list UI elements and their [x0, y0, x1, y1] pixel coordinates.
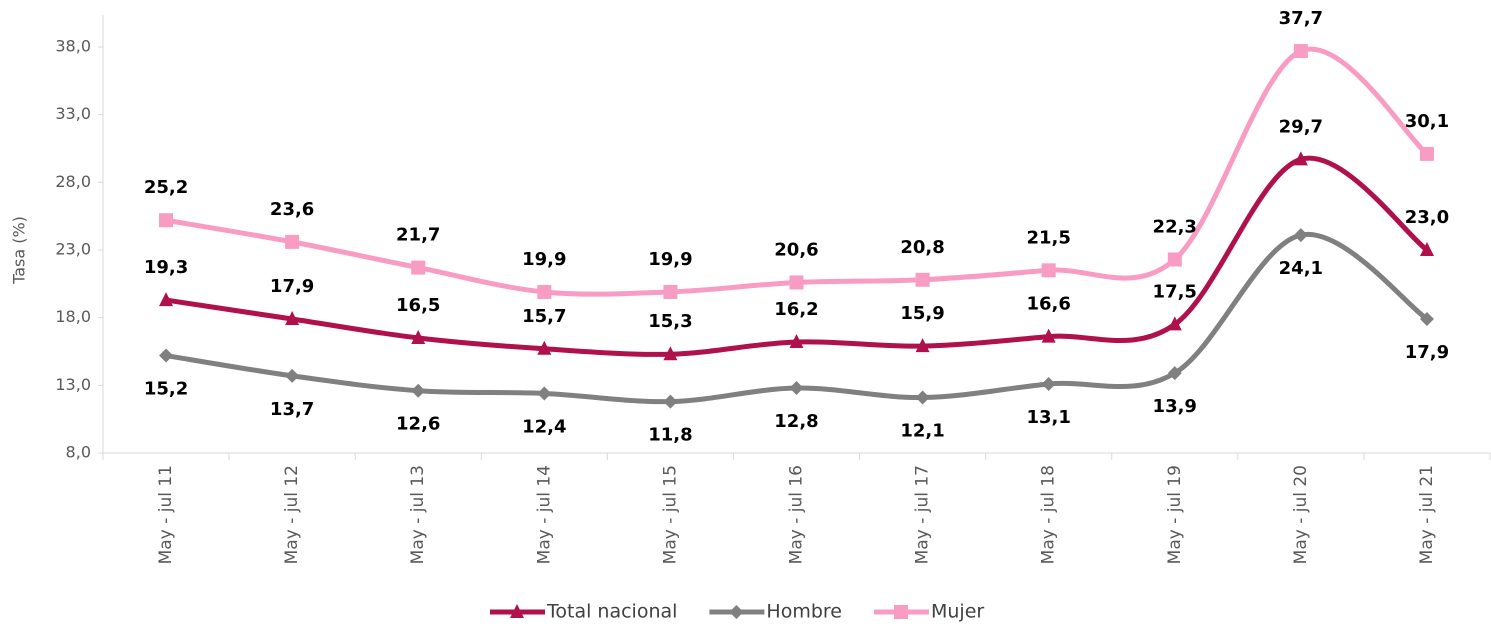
marker	[537, 340, 552, 355]
data-label: 12,4	[522, 416, 566, 437]
marker	[894, 605, 908, 619]
legend-label: Hombre	[766, 601, 842, 623]
y-tick-label: 23,0	[55, 240, 91, 259]
y-tick-label: 38,0	[55, 37, 91, 56]
marker	[510, 604, 524, 618]
x-tick-label: May - jul 12	[282, 465, 302, 564]
marker	[663, 394, 678, 409]
y-tick-label: 13,0	[55, 375, 91, 394]
marker	[915, 338, 930, 353]
data-label: 23,0	[1405, 207, 1449, 228]
data-label: 24,1	[1279, 258, 1323, 279]
data-label: 15,7	[522, 306, 566, 327]
marker	[159, 213, 174, 228]
marker	[285, 311, 300, 326]
data-label: 15,3	[648, 311, 692, 332]
marker	[663, 284, 678, 299]
data-label: 12,8	[774, 411, 818, 432]
marker	[1041, 376, 1056, 391]
marker	[159, 348, 174, 363]
data-label: 13,7	[270, 399, 314, 420]
marker	[1293, 44, 1308, 59]
x-tick-label: May - jul 11	[156, 465, 176, 564]
marker	[1293, 228, 1308, 243]
marker	[1167, 316, 1182, 331]
x-tick-label: May - jul 17	[913, 465, 933, 564]
data-label: 23,6	[270, 199, 314, 220]
marker	[411, 329, 426, 344]
data-label: 13,9	[1153, 396, 1197, 417]
data-label: 37,7	[1279, 8, 1323, 29]
data-label: 21,5	[1026, 227, 1070, 248]
marker	[1041, 263, 1056, 278]
y-axis-title: Tasa (%)	[10, 216, 29, 285]
data-label: 11,8	[648, 425, 692, 446]
data-label: 19,9	[648, 249, 692, 270]
legend-label: Mujer	[931, 601, 984, 623]
data-label: 25,2	[144, 177, 188, 198]
marker	[1167, 366, 1182, 381]
marker	[789, 381, 804, 396]
marker	[537, 386, 552, 401]
data-label: 20,8	[900, 237, 944, 258]
marker	[285, 368, 300, 383]
y-tick-label: 28,0	[55, 172, 91, 191]
marker	[1293, 151, 1308, 166]
marker	[159, 292, 174, 307]
legend-label: Total nacional	[546, 601, 677, 623]
marker	[1167, 252, 1182, 267]
marker	[1419, 312, 1434, 327]
data-label: 12,1	[900, 421, 944, 442]
y-tick-label: 8,0	[66, 443, 91, 462]
data-label: 30,1	[1405, 111, 1449, 132]
x-tick-label: May - jul 20	[1291, 465, 1311, 564]
marker	[729, 605, 744, 619]
data-label: 19,9	[522, 249, 566, 270]
marker	[915, 390, 930, 405]
marker	[789, 334, 804, 349]
series-line	[165, 155, 1429, 357]
x-tick-label: May - jul 14	[534, 465, 554, 564]
series-line	[165, 231, 1429, 405]
x-tick-label: May - jul 18	[1039, 465, 1059, 564]
data-label: 17,9	[270, 276, 314, 297]
marker	[1041, 328, 1056, 343]
marker	[789, 275, 804, 290]
x-tick-label: May - jul 21	[1417, 465, 1437, 564]
data-label: 16,2	[774, 299, 818, 320]
series-line	[165, 46, 1429, 297]
marker	[915, 272, 930, 287]
data-label: 13,1	[1026, 407, 1070, 428]
y-tick-label: 18,0	[55, 307, 91, 326]
x-tick-label: May - jul 15	[660, 465, 680, 564]
x-tick-label: May - jul 16	[787, 465, 807, 564]
marker	[537, 284, 552, 299]
marker	[1419, 242, 1434, 256]
data-label: 29,7	[1279, 116, 1323, 137]
data-label: 16,6	[1026, 294, 1070, 315]
data-label: 21,7	[396, 225, 440, 246]
marker	[1419, 146, 1434, 161]
data-label: 19,3	[144, 257, 188, 278]
marker	[285, 234, 300, 249]
data-label: 15,2	[144, 379, 188, 400]
data-label: 16,5	[396, 295, 440, 316]
x-tick-label: May - jul 19	[1165, 465, 1185, 564]
data-label: 15,9	[900, 303, 944, 324]
data-label: 22,3	[1153, 216, 1197, 237]
data-label: 12,6	[396, 414, 440, 435]
marker	[411, 260, 426, 275]
x-tick-label: May - jul 13	[408, 465, 428, 564]
marker	[663, 346, 678, 361]
data-label: 17,5	[1153, 281, 1197, 302]
y-tick-label: 33,0	[55, 104, 91, 123]
data-label: 17,9	[1405, 342, 1449, 363]
marker	[411, 383, 426, 398]
data-label: 20,6	[774, 239, 818, 260]
